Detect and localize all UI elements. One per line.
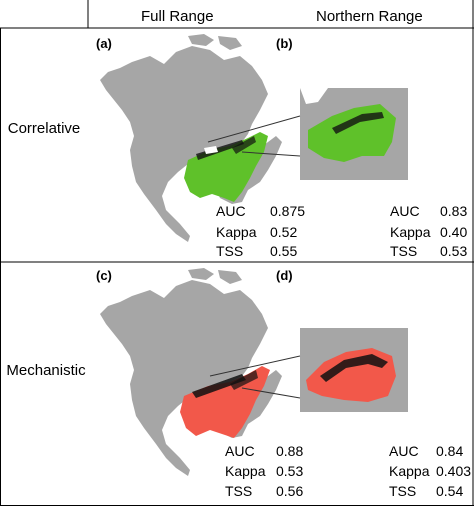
suitable-habitat-correlative-full xyxy=(184,132,268,202)
stat-value-kappa: 0.40 xyxy=(440,224,468,240)
zoom-connector-lines xyxy=(207,115,301,157)
stat-value-tss: 0.54 xyxy=(436,483,464,499)
column-header-full-range: Full Range xyxy=(141,8,214,25)
stat-name-tss: TSS xyxy=(216,243,244,259)
panel-label-b: (b) xyxy=(276,36,293,51)
stat-value-auc: 0.875 xyxy=(270,203,306,219)
panel-label-c: (c) xyxy=(96,268,112,283)
stat-value-kappa: 0.53 xyxy=(276,463,304,479)
stat-value-kappa: 0.403 xyxy=(436,463,472,479)
row-label-mechanistic: Mechanistic xyxy=(6,362,86,379)
stat-value-auc: 0.88 xyxy=(276,443,304,459)
row-label-correlative: Correlative xyxy=(7,120,81,137)
suitable-habitat-mechanistic-north xyxy=(306,348,396,402)
column-header-northern-range: Northern Range xyxy=(316,8,423,25)
stat-name-auc: AUC xyxy=(390,203,420,219)
panel-label-d: (d) xyxy=(276,268,293,283)
stat-value-tss: 0.55 xyxy=(270,243,298,259)
mechanistic-maps xyxy=(100,268,408,476)
panel-label-a: (a) xyxy=(96,36,112,51)
zoom-connector-lines xyxy=(209,355,301,399)
stat-name-auc: AUC xyxy=(225,443,255,459)
stat-name-tss: TSS xyxy=(390,243,418,259)
suitable-habitat-correlative-north xyxy=(308,104,396,162)
correlative-maps xyxy=(100,34,408,242)
stat-value-auc: 0.84 xyxy=(436,443,464,459)
stat-name-auc: AUC xyxy=(216,203,246,219)
stat-name-kappa: Kappa xyxy=(389,463,430,479)
stat-value-tss: 0.56 xyxy=(276,483,304,499)
stat-name-kappa: Kappa xyxy=(390,224,431,240)
stat-name-auc: AUC xyxy=(389,443,419,459)
stat-name-tss: TSS xyxy=(389,483,417,499)
stat-name-kappa: Kappa xyxy=(225,463,266,479)
stat-name-tss: TSS xyxy=(225,483,253,499)
stat-value-kappa: 0.52 xyxy=(270,224,298,240)
stat-value-tss: 0.53 xyxy=(440,243,468,259)
stat-name-kappa: Kappa xyxy=(216,224,257,240)
stat-value-auc: 0.83 xyxy=(440,203,468,219)
suitable-habitat-mechanistic-full xyxy=(180,366,270,438)
